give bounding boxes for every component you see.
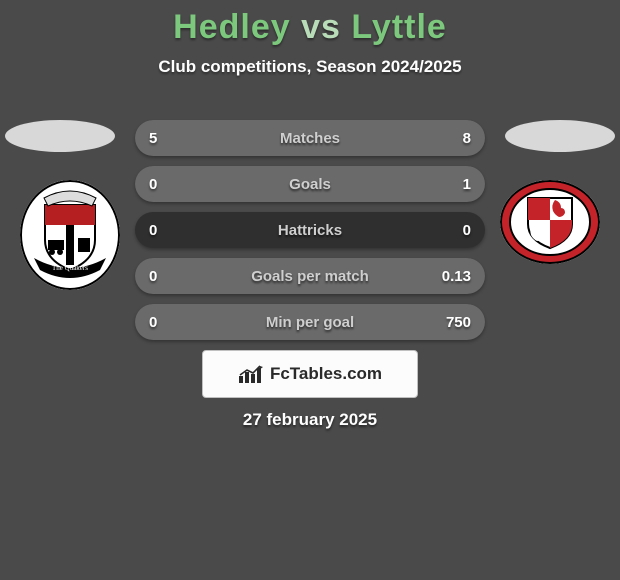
stat-value-right: 750 — [446, 314, 471, 331]
stat-label: Min per goal — [266, 314, 354, 331]
svg-text:The Quakers: The Quakers — [52, 264, 88, 272]
stat-row: 0 750 Min per goal — [135, 304, 485, 340]
stat-row: 0 1 Goals — [135, 166, 485, 202]
stat-row: 0 0 Hattricks — [135, 212, 485, 248]
crest-right-svg — [500, 180, 600, 264]
stat-row: 0 0.13 Goals per match — [135, 258, 485, 294]
player2-name: Lyttle — [351, 8, 446, 46]
stat-value-left: 0 — [149, 314, 157, 331]
stat-value-left: 0 — [149, 176, 157, 193]
stat-value-left: 0 — [149, 222, 157, 239]
fctables-badge[interactable]: FcTables.com — [202, 350, 418, 398]
stat-value-right: 1 — [463, 176, 471, 193]
stat-value-right: 8 — [463, 130, 471, 147]
club-crest-right — [500, 180, 600, 264]
bars-trend-icon — [238, 364, 264, 384]
comparison-title: Hedley vs Lyttle — [0, 0, 620, 47]
stat-value-left: 0 — [149, 268, 157, 285]
player2-photo-placeholder — [505, 120, 615, 152]
stat-value-right: 0.13 — [442, 268, 471, 285]
snapshot-date: 27 february 2025 — [0, 410, 620, 430]
stat-row: 5 8 Matches — [135, 120, 485, 156]
season-subtitle: Club competitions, Season 2024/2025 — [0, 57, 620, 77]
stat-value-left: 5 — [149, 130, 157, 147]
stat-label: Goals per match — [251, 268, 369, 285]
stat-label: Goals — [289, 176, 331, 193]
vs-label: vs — [301, 8, 341, 46]
stat-label: Hattricks — [278, 222, 342, 239]
crest-left-svg: The Quakers — [20, 180, 120, 290]
player1-name: Hedley — [173, 8, 291, 46]
player1-photo-placeholder — [5, 120, 115, 152]
stat-label: Matches — [280, 130, 340, 147]
stat-rows-container: 5 8 Matches 0 1 Goals 0 0 Hattricks 0 0.13 Goals pe… — [135, 120, 485, 350]
badge-text: FcTables.com — [270, 364, 382, 384]
stat-value-right: 0 — [463, 222, 471, 239]
club-crest-left: The Quakers — [20, 180, 120, 290]
